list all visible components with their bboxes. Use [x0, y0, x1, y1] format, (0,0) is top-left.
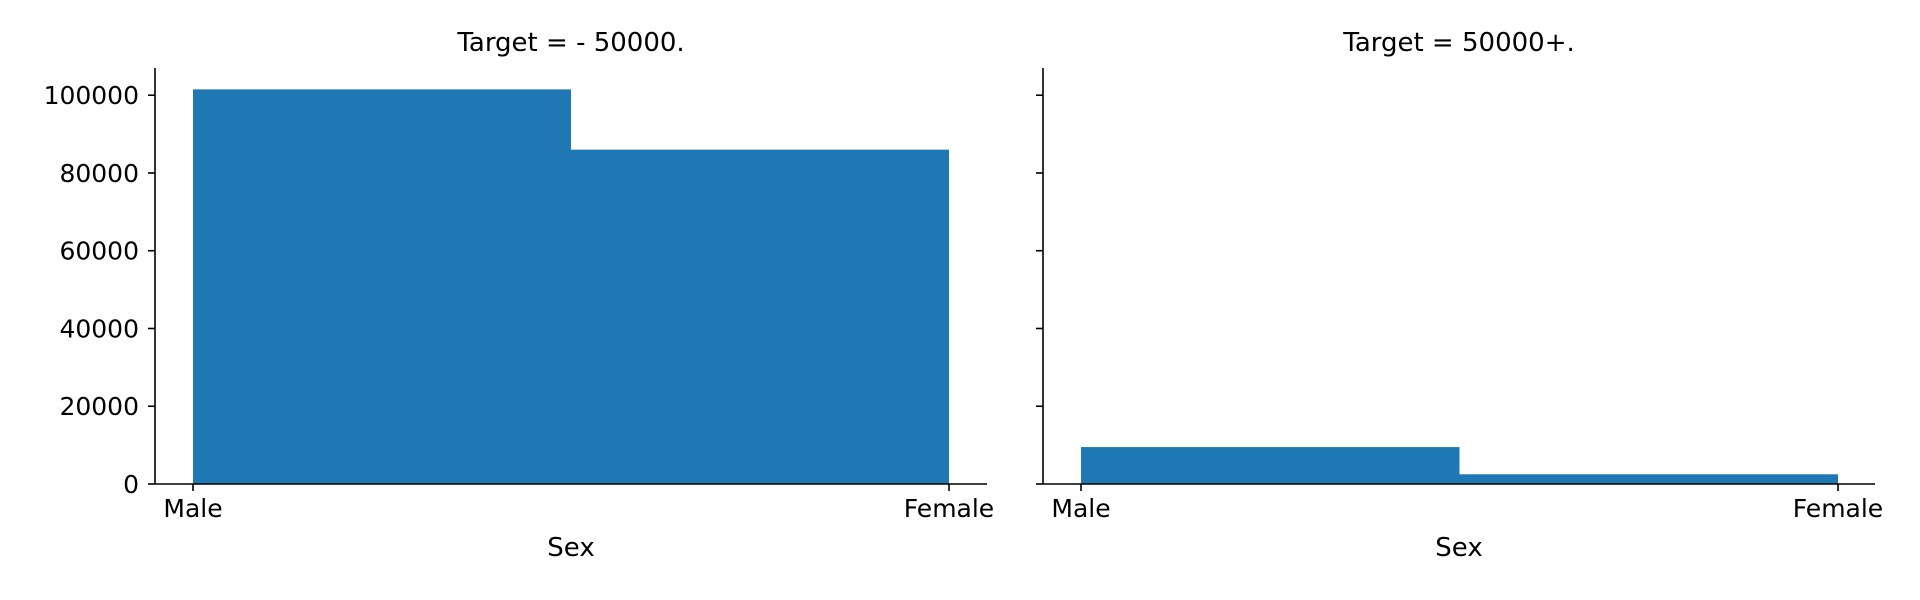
- x-axis-label: Sex: [1435, 533, 1482, 563]
- x-tick-label-male: Male: [163, 494, 222, 523]
- bar-female: [1459, 474, 1838, 484]
- panel-title: Target = 50000+.: [1342, 28, 1575, 58]
- bar-female: [571, 149, 949, 484]
- x-tick-label-male: Male: [1051, 494, 1110, 523]
- y-tick-label: 40000: [59, 314, 139, 343]
- y-tick-label: 20000: [59, 392, 139, 421]
- panel-target-under-50000: 0 20000 40000 60000 80000 100000 Male Female Sex…: [44, 28, 995, 563]
- panel-title: Target = - 50000.: [456, 28, 684, 58]
- x-tick-label-female: Female: [1793, 494, 1883, 523]
- y-tick-label: 60000: [59, 237, 139, 266]
- bar-male: [193, 89, 571, 484]
- x-axis-label: Sex: [547, 533, 594, 563]
- y-tick-label: 100000: [44, 81, 139, 110]
- y-tick-label: 0: [123, 470, 139, 499]
- panel-target-over-50000: Male Female Sex Target = 50000+.: [1036, 28, 1883, 563]
- x-tick-label-female: Female: [904, 494, 994, 523]
- bar-male: [1081, 447, 1460, 484]
- y-tick-label: 80000: [59, 159, 139, 188]
